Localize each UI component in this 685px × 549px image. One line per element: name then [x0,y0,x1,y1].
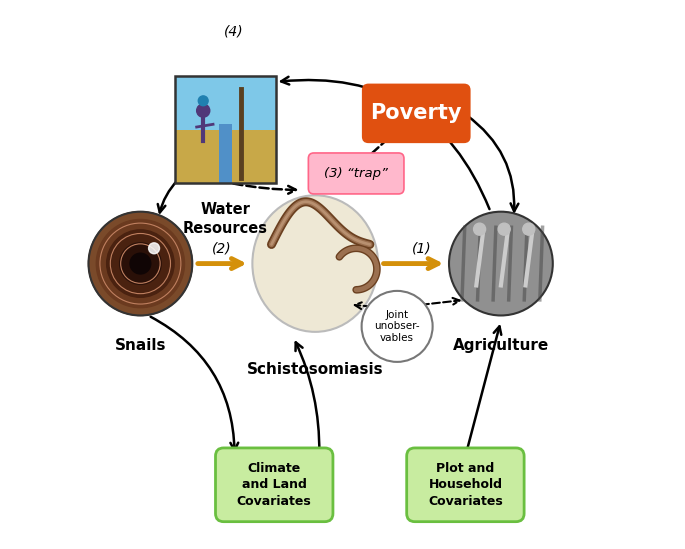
Circle shape [498,223,510,235]
Text: Schistosomiasis: Schistosomiasis [247,362,384,377]
Text: Climate
and Land
Covariates: Climate and Land Covariates [237,462,312,508]
Circle shape [362,291,433,362]
FancyBboxPatch shape [362,83,471,143]
FancyBboxPatch shape [216,448,333,522]
FancyBboxPatch shape [407,448,524,522]
Circle shape [130,253,151,274]
Circle shape [473,223,486,235]
FancyBboxPatch shape [308,153,404,194]
Text: Agriculture: Agriculture [453,338,549,354]
Circle shape [449,212,553,316]
Text: Water
Resources: Water Resources [183,202,268,236]
Text: (1): (1) [412,241,432,255]
Text: Plot and
Household
Covariates: Plot and Household Covariates [428,462,503,508]
Circle shape [97,220,184,307]
Circle shape [88,212,192,316]
Text: (4): (4) [223,25,243,38]
Circle shape [120,243,161,284]
Circle shape [197,104,210,117]
FancyBboxPatch shape [175,76,275,130]
Circle shape [523,223,535,235]
FancyBboxPatch shape [219,125,232,183]
Circle shape [107,230,174,298]
Circle shape [198,96,208,106]
Text: Snails: Snails [114,338,166,354]
FancyBboxPatch shape [175,130,275,183]
Circle shape [149,243,160,254]
Ellipse shape [252,195,378,332]
Text: (2): (2) [212,241,231,255]
Text: Joint
unobser-
vables: Joint unobser- vables [374,310,420,343]
Text: (3) “trap”: (3) “trap” [324,167,388,180]
Text: Poverty: Poverty [371,103,462,124]
